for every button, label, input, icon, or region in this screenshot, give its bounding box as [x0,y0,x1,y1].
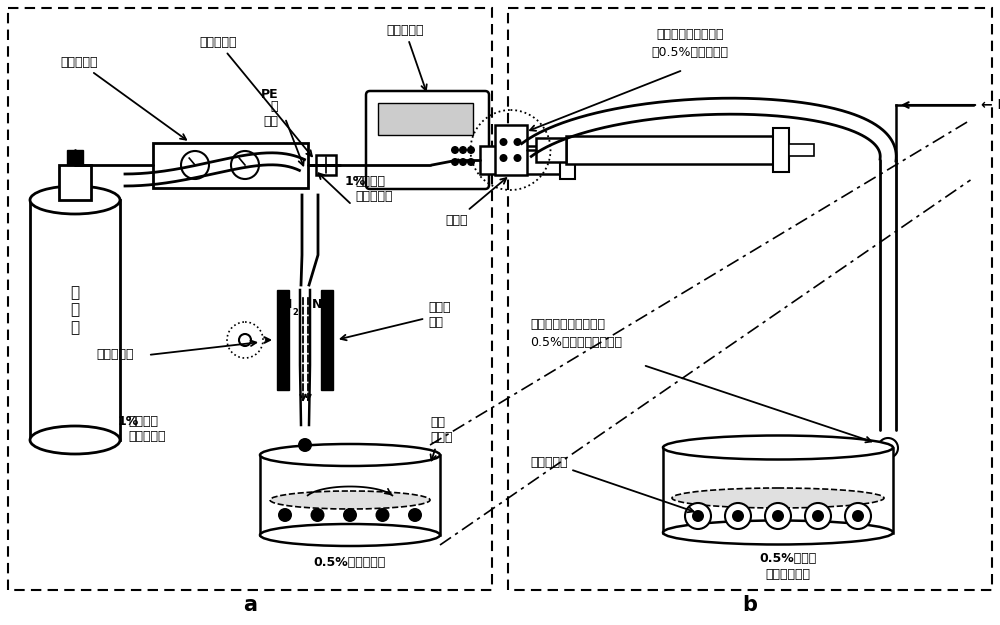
Circle shape [408,508,422,522]
Text: 0.5%的壳聚糖溶液液滴: 0.5%的壳聚糖溶液液滴 [530,336,622,349]
Text: 0.5%羧甲基: 0.5%羧甲基 [759,552,817,566]
Text: 微量注射泵: 微量注射泵 [386,24,427,91]
Circle shape [467,158,475,166]
Ellipse shape [260,524,440,546]
Circle shape [514,154,522,162]
Bar [59,165,91,200]
Bar [277,290,289,390]
Circle shape [732,510,744,522]
Bar [316,155,336,175]
Bar [30,200,120,440]
Circle shape [845,503,871,529]
Circle shape [451,158,459,166]
Text: 纤维素钠溶液: 纤维素钠溶液 [766,569,810,581]
Bar [321,290,333,390]
Ellipse shape [270,491,430,509]
Circle shape [376,508,390,522]
Bar [663,448,893,532]
Circle shape [765,503,791,529]
Text: 为0.5%壳聚糖溶液: 为0.5%壳聚糖溶液 [652,46,728,59]
Text: 含内层微胶囊的浓度: 含内层微胶囊的浓度 [656,28,724,41]
Circle shape [451,146,459,154]
Text: 2: 2 [292,308,298,317]
Ellipse shape [30,186,120,214]
Ellipse shape [672,488,884,508]
Bar [67,150,83,165]
Text: ← N: ← N [981,98,1000,112]
Text: 注射器: 注射器 [445,178,506,226]
Circle shape [310,508,324,522]
Circle shape [500,154,508,162]
Circle shape [514,138,522,146]
Bar [480,146,565,174]
Text: 含内层微胶囊的浓度为: 含内层微胶囊的浓度为 [530,318,605,331]
Circle shape [878,438,898,458]
Text: 1%: 1% [118,415,139,428]
Circle shape [805,503,831,529]
Circle shape [685,503,711,529]
Circle shape [852,510,864,522]
Text: a: a [243,595,257,615]
Text: 微流道入口: 微流道入口 [199,36,312,156]
Bar [566,136,780,164]
Bar [788,144,814,156]
Text: PE: PE [260,89,278,101]
Circle shape [231,151,259,179]
Ellipse shape [260,444,440,466]
Text: 转子流量计: 转子流量计 [60,56,186,140]
Text: 内层
微胶囊: 内层 微胶囊 [430,416,452,461]
Circle shape [725,503,751,529]
Bar [536,138,566,162]
Text: 微流道出口: 微流道出口 [96,349,134,361]
Ellipse shape [30,426,120,454]
Circle shape [181,151,209,179]
Text: 1%: 1% [345,175,366,188]
Circle shape [692,510,704,522]
Text: N: N [282,299,292,311]
Circle shape [343,508,357,522]
Text: 2: 2 [322,308,328,317]
Text: 塑
料管: 塑 料管 [263,100,278,128]
Bar [260,455,440,535]
Circle shape [239,334,251,346]
Text: N: N [312,299,322,311]
Text: b: b [742,595,758,615]
Circle shape [812,510,824,522]
Text: 羧甲基纤
维素钠液滴: 羧甲基纤 维素钠液滴 [128,415,166,443]
Ellipse shape [663,521,893,544]
Text: 石英玻
璃管: 石英玻 璃管 [341,301,450,340]
Text: 羧甲基纤
维素钠溶液: 羧甲基纤 维素钠溶液 [355,175,392,203]
Ellipse shape [663,436,893,459]
Text: 双层微胶囊: 双层微胶囊 [530,456,693,512]
Text: 氮
气
瓶: 氮 气 瓶 [70,285,80,335]
Bar [152,142,308,188]
Circle shape [459,146,467,154]
Circle shape [278,508,292,522]
Bar [560,141,575,179]
Circle shape [772,510,784,522]
Text: 0.5%壳聚糖溶液: 0.5%壳聚糖溶液 [314,556,386,569]
Circle shape [884,444,892,452]
Circle shape [467,146,475,154]
Circle shape [500,138,508,146]
Circle shape [459,158,467,166]
Circle shape [298,438,312,452]
Bar [494,125,526,175]
Bar [378,103,473,135]
FancyBboxPatch shape [366,91,489,189]
Bar [772,128,788,172]
